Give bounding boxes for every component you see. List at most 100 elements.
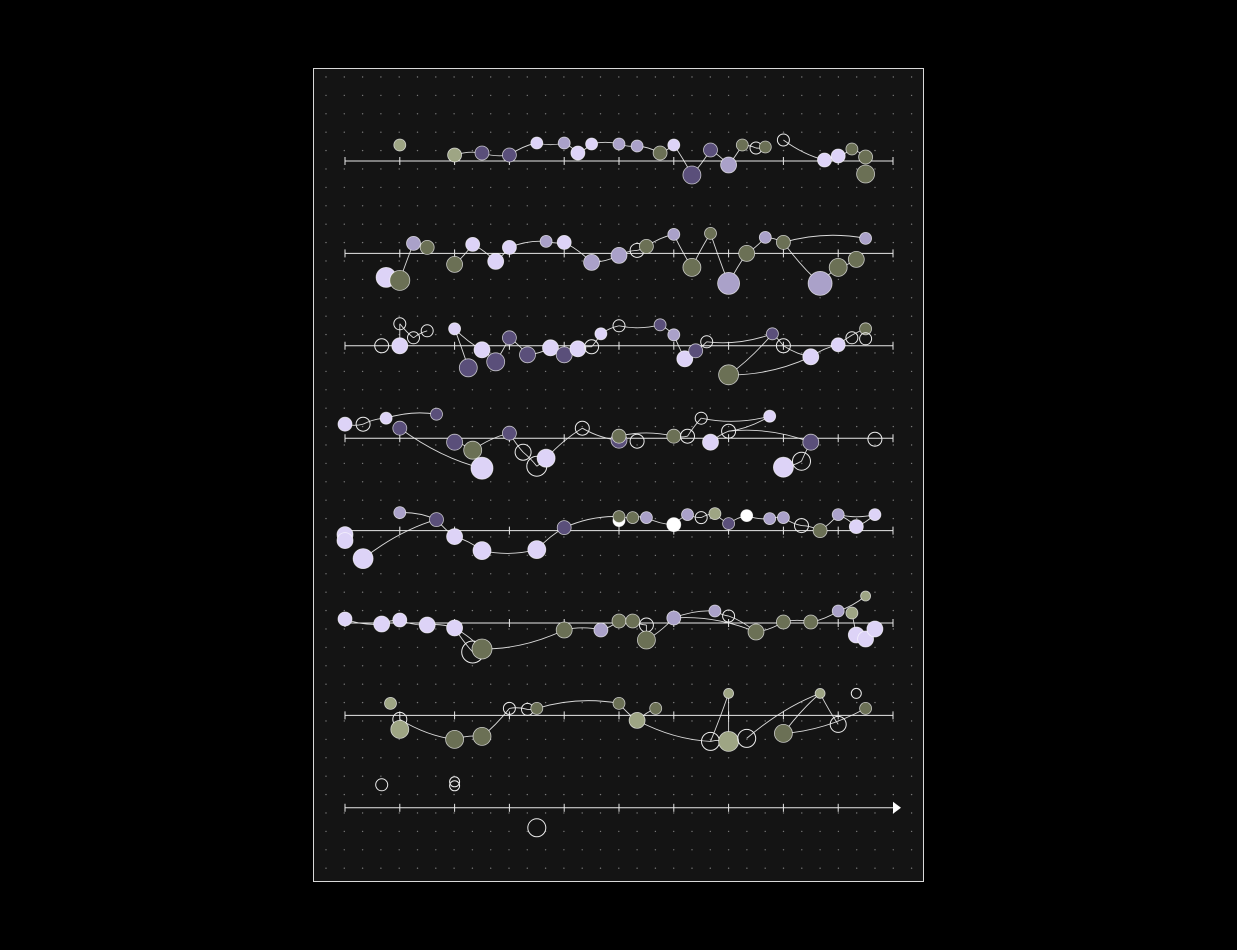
grid-dot xyxy=(673,554,675,557)
grid-dot xyxy=(709,315,711,317)
grid-dot xyxy=(526,830,528,833)
grid-dot xyxy=(599,554,602,557)
track-node xyxy=(630,139,644,153)
grid-dot xyxy=(874,499,876,501)
grid-dot xyxy=(380,554,382,557)
grid-dot xyxy=(581,830,583,833)
grid-dot xyxy=(398,701,400,704)
track-node xyxy=(682,165,702,185)
grid-dot xyxy=(874,830,876,833)
grid-dot xyxy=(361,241,364,244)
grid-dot xyxy=(819,186,821,189)
grid-dot xyxy=(361,573,364,575)
grid-dot xyxy=(782,297,785,299)
grid-dot xyxy=(819,554,821,557)
grid-dot xyxy=(544,370,547,373)
grid-dot xyxy=(709,352,711,354)
grid-dot xyxy=(343,481,345,483)
grid-dot xyxy=(837,757,840,759)
grid-dot xyxy=(746,793,748,796)
grid-dot xyxy=(398,444,400,446)
grid-dot xyxy=(599,517,602,520)
grid-dot xyxy=(325,867,327,869)
grid-dot xyxy=(398,738,400,741)
grid-dot xyxy=(508,665,510,667)
grid-dot xyxy=(691,370,693,373)
grid-dot xyxy=(581,536,583,538)
grid-dot xyxy=(581,646,583,649)
grid-dot xyxy=(361,793,364,796)
grid-dot xyxy=(819,407,821,409)
grid-dot xyxy=(563,812,565,814)
grid-dot xyxy=(581,757,583,759)
grid-dot xyxy=(856,720,858,722)
grid-dot xyxy=(361,389,364,391)
grid-dot xyxy=(361,481,364,483)
grid-dot xyxy=(490,775,492,777)
grid-dot xyxy=(654,665,657,667)
grid-dot xyxy=(709,554,711,557)
grid-dot xyxy=(490,830,492,833)
grid-dot xyxy=(343,76,345,78)
grid-dot xyxy=(654,186,657,189)
grid-dot xyxy=(380,168,382,170)
grid-dot xyxy=(709,683,711,685)
track-node xyxy=(704,226,717,240)
grid-dot xyxy=(471,683,474,685)
grid-dot xyxy=(325,481,327,483)
grid-dot xyxy=(490,683,492,685)
grid-dot xyxy=(618,315,620,317)
grid-dot xyxy=(490,333,492,336)
grid-dot xyxy=(819,738,821,741)
grid-dot xyxy=(599,591,602,593)
grid-dot xyxy=(343,757,345,759)
arrow-head-icon xyxy=(893,801,901,814)
grid-dot xyxy=(343,444,345,446)
grid-dot xyxy=(544,297,547,299)
track-node xyxy=(776,133,790,147)
grid-dot xyxy=(343,131,345,133)
grid-dot xyxy=(837,683,840,685)
grid-dot xyxy=(819,720,821,722)
grid-dot xyxy=(618,370,620,373)
grid-dot xyxy=(709,665,711,667)
grid-dot xyxy=(746,94,748,97)
grid-dot xyxy=(471,867,474,869)
track-node xyxy=(848,519,864,535)
grid-dot xyxy=(380,462,382,465)
grid-dot xyxy=(618,462,620,465)
grid-dot xyxy=(416,867,419,869)
track-node xyxy=(463,440,483,460)
grid-dot xyxy=(673,481,675,483)
grid-dot xyxy=(874,683,876,685)
grid-dot xyxy=(343,168,345,170)
grid-dot xyxy=(837,793,840,796)
grid-dot xyxy=(563,609,565,612)
grid-dot xyxy=(325,241,327,244)
grid-dot xyxy=(471,223,474,225)
grid-dot xyxy=(709,646,711,649)
grid-dot xyxy=(398,757,400,759)
grid-dot xyxy=(727,297,730,299)
grid-dot xyxy=(837,407,840,409)
track-node xyxy=(470,456,494,480)
grid-dot xyxy=(416,149,419,152)
grid-dot xyxy=(526,738,528,741)
grid-dot xyxy=(874,536,876,538)
grid-dot xyxy=(782,389,785,391)
grid-dot xyxy=(508,830,510,833)
grid-dot xyxy=(691,241,693,244)
grid-dot xyxy=(618,241,620,244)
track-node xyxy=(737,728,757,748)
grid-dot xyxy=(563,425,565,428)
grid-dot xyxy=(618,665,620,667)
grid-dot xyxy=(801,849,803,851)
grid-dot xyxy=(416,444,419,446)
grid-dot xyxy=(398,94,400,97)
grid-dot xyxy=(416,628,419,630)
grid-dot xyxy=(599,444,602,446)
grid-dot xyxy=(691,462,693,465)
grid-dot xyxy=(453,94,455,97)
grid-dot xyxy=(673,297,675,299)
grid-dot xyxy=(526,297,528,299)
